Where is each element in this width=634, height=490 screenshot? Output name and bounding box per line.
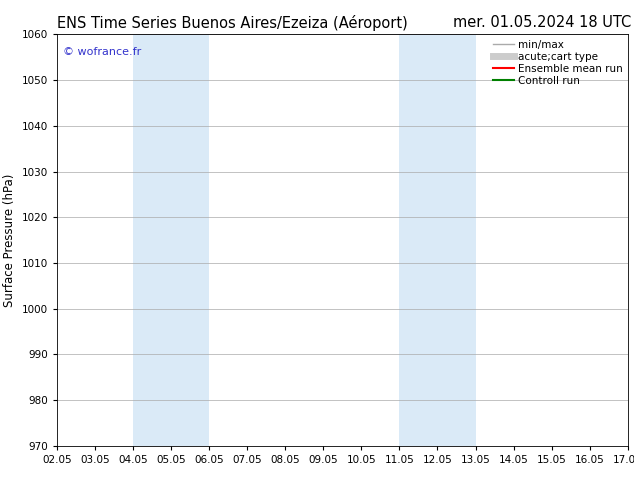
Bar: [399, 34, 476, 446]
Text: mer. 01.05.2024 18 UTC: mer. 01.05.2024 18 UTC: [453, 15, 631, 30]
Text: ENS Time Series Buenos Aires/Ezeiza (Aéroport): ENS Time Series Buenos Aires/Ezeiza (Aér…: [57, 15, 408, 31]
Text: © wofrance.fr: © wofrance.fr: [63, 47, 141, 57]
Legend: min/max, acute;cart type, Ensemble mean run, Controll run: min/max, acute;cart type, Ensemble mean …: [493, 40, 623, 86]
Y-axis label: Surface Pressure (hPa): Surface Pressure (hPa): [3, 173, 16, 307]
Bar: [133, 34, 209, 446]
